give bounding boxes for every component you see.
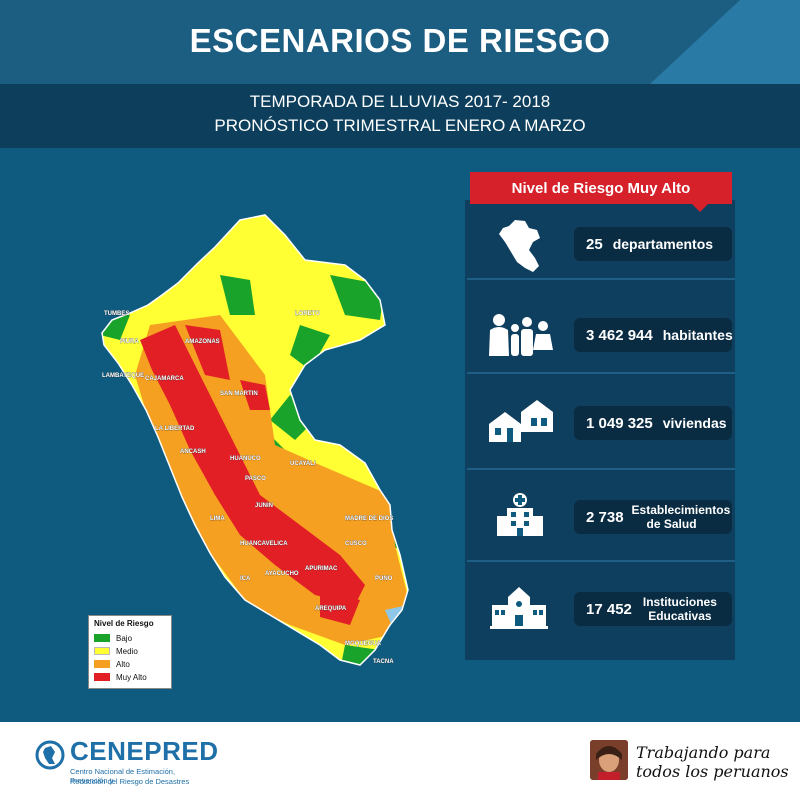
legend-title: Nivel de Riesgo [94, 619, 154, 628]
map-region-labels: TUMBES PIURA AMAZONAS LAMBAYEQUE CAJAMARCA LO… [102, 311, 395, 665]
school-icon [490, 587, 548, 629]
legend-swatch [94, 634, 110, 642]
stat-label: departamentos [612, 236, 714, 252]
legend-item-bajo: Bajo [94, 633, 132, 643]
map-legend: Nivel de Riesgo Bajo Medio Alto Muy Alto [88, 615, 172, 689]
stats-header-notch [692, 204, 708, 212]
map-region-label: LIMA [210, 516, 225, 522]
stats-divider [467, 278, 735, 280]
subtitle-bar [0, 84, 800, 148]
stat-value: 17 452 [586, 600, 632, 618]
map-region-label: HUANUCO [230, 456, 261, 462]
stat-establecimientos-salud: 2 738 Establecimientos de Salud [574, 500, 732, 534]
map-region-label: SAN MARTIN [220, 391, 258, 397]
map-region-label: UCAYALI [290, 461, 316, 467]
logo-subtitle-line2: Reducción del Riesgo de Desastres [70, 777, 190, 786]
subtitle-season: TEMPORADA DE LLUVIAS 2017- 2018 [249, 92, 551, 111]
stats-header: Nivel de Riesgo Muy Alto [470, 172, 732, 204]
map-region-label: TACNA [373, 659, 394, 665]
logo-subtitle-line1: Centro Nacional de Estimación, Prevenció… [70, 767, 176, 785]
stat-habitantes: 3 462 944 habitantes [574, 318, 733, 352]
slogan-line2: todos los peruanos [636, 762, 789, 781]
map-region-label: MADRE DE DIOS [345, 516, 393, 522]
stat-instituciones-educativas: 17 452 Instituciones Educativas [574, 592, 732, 626]
stat-value: 3 462 944 [586, 326, 653, 344]
stat-label: Instituciones Educativas [642, 595, 717, 623]
peru-map-icon [499, 220, 540, 272]
stat-label: viviendas [662, 415, 727, 431]
map-region-label: AMAZONAS [185, 339, 220, 345]
map-muy-alto-area [140, 325, 365, 605]
legend-item-medio: Medio [94, 646, 138, 656]
minister-photo [590, 740, 628, 780]
legend-swatch [94, 660, 110, 668]
map-muy-alto-area [185, 325, 230, 380]
map-bajo-area [220, 275, 255, 315]
map-region-label: LAMBAYEQUE [102, 373, 144, 379]
houses-icon [489, 400, 553, 442]
map-region-label: AYACUCHO [265, 571, 299, 577]
stat-value: 2 738 [586, 508, 624, 526]
stats-divider [467, 560, 735, 562]
legend-label: Muy Alto [116, 672, 147, 682]
map-region-label: TUMBES [104, 311, 129, 317]
map-region-label: CAJAMARCA [145, 376, 184, 382]
map-bajo-area [270, 395, 315, 440]
stats-divider [467, 468, 735, 470]
stats-divider [467, 372, 735, 374]
page-title: ESCENARIOS DE RIESGO [189, 22, 611, 59]
logo-name: CENEPRED [70, 736, 219, 766]
people-icon [489, 314, 553, 356]
legend-item-muy-alto: Muy Alto [94, 672, 147, 682]
subtitle-forecast: PRONÓSTICO TRIMESTRAL ENERO A MARZO [214, 116, 586, 135]
map-region-label: PUNO [375, 576, 393, 582]
map-region-label: ICA [240, 576, 251, 582]
stat-value: 25 [586, 235, 603, 253]
map-region-label: PASCO [245, 476, 266, 482]
map-region-label: LA LIBERTAD [155, 426, 195, 432]
map-muy-alto-area [240, 380, 270, 410]
stat-viviendas: 1 049 325 viviendas [574, 406, 732, 440]
stat-label: habitantes [662, 327, 733, 343]
map-region-label: MOQUEGUA [345, 641, 382, 647]
peru-outline [101, 214, 409, 666]
map-region-label: CUSCO [345, 541, 367, 547]
lake-titicaca [385, 605, 408, 633]
map-bajo-area [340, 645, 380, 665]
legend-label: Alto [116, 659, 130, 669]
legend-label: Bajo [116, 633, 133, 643]
map-region-label: PIURA [120, 339, 139, 345]
map-region-label: JUNIN [255, 503, 273, 509]
map-region-label: ANCASH [180, 449, 206, 455]
map-region-label: AREQUIPA [315, 606, 347, 612]
legend-item-alto: Alto [94, 659, 130, 669]
map-region-label: LORETO [295, 311, 320, 317]
map-region-label: APURIMAC [305, 566, 338, 572]
legend-label: Medio [116, 646, 138, 656]
map-region-label: HUANCAVELICA [240, 541, 288, 547]
footer [0, 722, 800, 800]
cenepred-logo-icon [35, 740, 65, 770]
peru-risk-map: TUMBES PIURA AMAZONAS LAMBAYEQUE CAJAMARCA LO… [101, 214, 409, 666]
legend-swatch [94, 673, 110, 681]
hospital-icon [497, 493, 543, 536]
stat-label: Establecimientos de Salud [631, 503, 731, 531]
map-muy-alto-area [320, 590, 360, 625]
slogan-line1: Trabajando para [636, 743, 771, 762]
map-regions [102, 215, 408, 665]
stat-departamentos: 25 departamentos [574, 227, 732, 261]
stat-value: 1 049 325 [586, 414, 653, 432]
legend-swatch [94, 647, 110, 655]
map-bajo-area [290, 325, 330, 370]
